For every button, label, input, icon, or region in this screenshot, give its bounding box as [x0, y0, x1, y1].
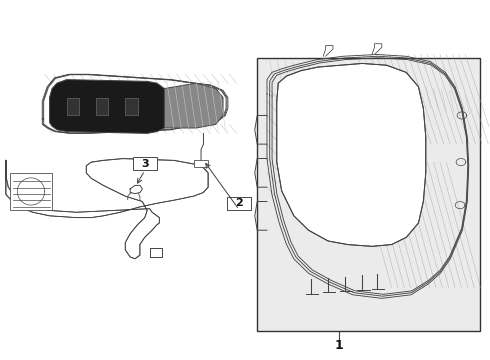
- Bar: [257, 58, 480, 330]
- Bar: [227, 197, 251, 210]
- Bar: [96, 98, 108, 116]
- Polygon shape: [164, 83, 223, 128]
- Text: 1: 1: [335, 339, 343, 352]
- Bar: [125, 98, 138, 116]
- Bar: [10, 173, 52, 211]
- Text: 3: 3: [141, 159, 148, 169]
- Polygon shape: [277, 63, 426, 246]
- Bar: [194, 160, 208, 167]
- Text: 2: 2: [235, 198, 243, 208]
- Bar: [67, 98, 79, 116]
- Polygon shape: [49, 80, 164, 134]
- Bar: [133, 157, 157, 170]
